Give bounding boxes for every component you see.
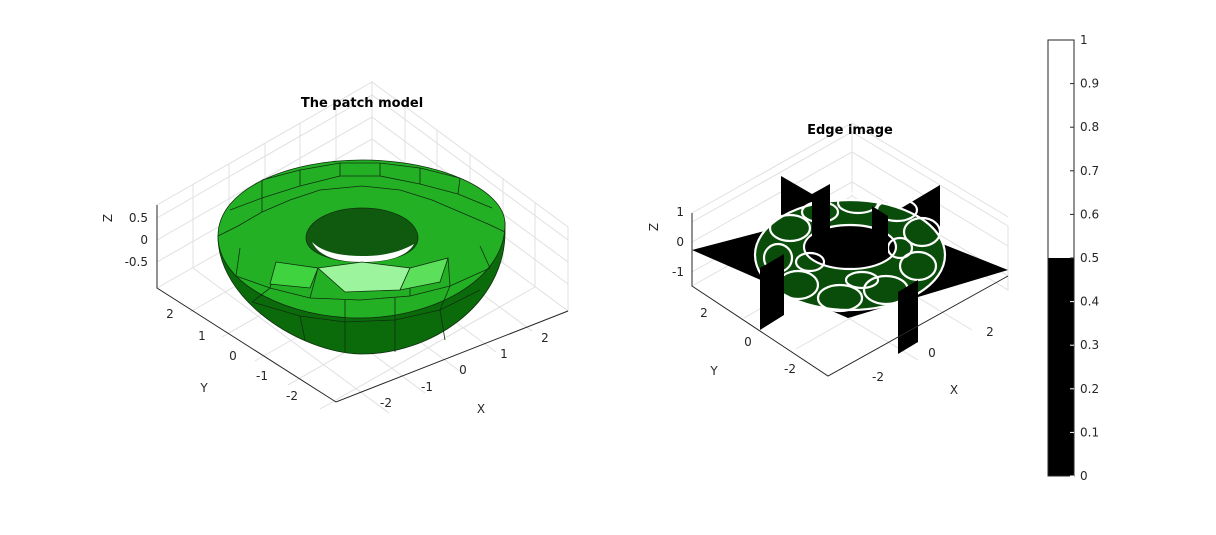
patch-y-tick: 0 [229,349,237,363]
floor-grid-10 [319,286,536,410]
patch-y-tick: -2 [286,389,298,403]
patch-x-tick: -1 [421,380,433,394]
patch-y-tick: 2 [166,307,174,321]
colorbar-tick-label: 0.8 [1080,120,1099,134]
torus-surface [217,159,506,355]
edge-y-tick: -2 [784,362,796,376]
patch-y-tick: 1 [198,329,206,343]
edge-y-tick: 2 [700,306,708,320]
colorbar: 0 0.1 0.2 0.3 0.4 0.5 0.6 0.7 0.8 0.9 1 [1047,33,1099,483]
patch-model-axes: The patch model 0.5 0 -0.5 Z 2 1 0 -1 -2… [101,81,569,416]
edge-z-tick: 1 [676,205,684,219]
colorbar-tick-label: 1 [1080,33,1088,47]
colorbar-tick-label: 0 [1080,469,1088,483]
colorbar-tick-label: 0.3 [1080,338,1099,352]
edge-image-axes: Edge image 1 0 -1 Z 2 0 -2 Y -2 0 2 X [647,122,1009,397]
slice-center-vertical [812,184,830,246]
patch-y-tick: -1 [256,369,268,383]
edge-box-axes [691,213,1009,377]
colorbar-white-band [1048,40,1074,258]
patch-x-label: X [477,402,485,416]
slice-front-right [898,280,918,354]
patch-z-tick: 0 [140,233,148,247]
edge-grid-z0 [691,151,1009,247]
edge-image-title: Edge image [807,123,893,138]
patch-x-tick: 1 [500,347,508,361]
patch-z-tick: 0.5 [129,211,148,225]
slice-front-left [760,254,784,330]
patch-z-tick: -0.5 [125,255,148,269]
edge-z-label: Z [647,223,661,231]
slice-center-vertical-2 [872,206,888,256]
colorbar-ticks: 0 0.1 0.2 0.3 0.4 0.5 0.6 0.7 0.8 0.9 1 [1070,33,1099,483]
colorbar-black-band [1048,258,1074,476]
edge-y-tick: 0 [744,335,752,349]
edge-z-tick: 0 [676,235,684,249]
edge-x-tick: 2 [986,325,994,339]
colorbar-tick-label: 0.2 [1080,382,1099,396]
colorbar-tick-label: 0.1 [1080,425,1099,439]
edge-x-tick: -2 [872,370,884,384]
edge-slices [692,176,1008,354]
patch-x-tick: 2 [541,331,549,345]
patch-x-tick: 0 [459,363,467,377]
patch-z-label: Z [101,214,115,222]
edge-x-tick: 0 [928,346,936,360]
patch-model-title: The patch model [301,96,423,111]
edge-z-tick: -1 [672,265,684,279]
colorbar-tick-label: 0.9 [1080,77,1099,91]
colorbar-tick-label: 0.7 [1080,164,1099,178]
patch-y-label: Y [199,381,208,395]
edge-grid-z1 [691,122,1009,218]
colorbar-tick-label: 0.5 [1080,251,1099,265]
patch-model-box-axes [156,205,569,403]
colorbar-tick-label: 0.6 [1080,207,1099,221]
edge-x-label: X [950,383,958,397]
colorbar-tick-label: 0.4 [1080,295,1099,309]
edge-y-label: Y [709,364,718,378]
patch-x-tick: -2 [380,396,392,410]
